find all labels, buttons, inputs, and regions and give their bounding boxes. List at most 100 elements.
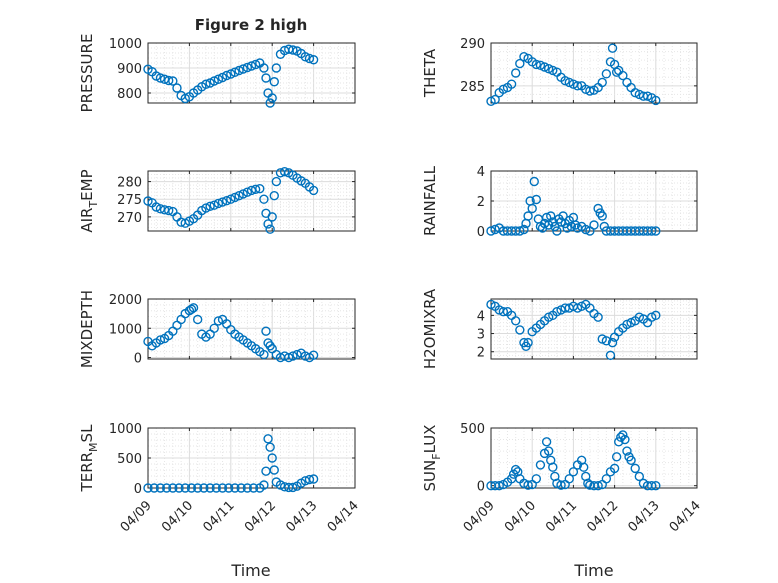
data-point [265, 224, 275, 234]
data-point [564, 77, 574, 88]
data-point [579, 462, 589, 472]
data-point [599, 221, 609, 232]
y-axis-label: MIXDEPTH [78, 290, 96, 368]
data-point [238, 189, 248, 199]
data-point [642, 91, 653, 101]
data-point [172, 83, 182, 93]
data-point [585, 86, 595, 96]
data-point [523, 480, 533, 490]
data-point [271, 176, 282, 187]
y-tick-label: 900 [117, 62, 142, 77]
data-point [242, 62, 253, 73]
data-point [221, 195, 232, 206]
data-point [583, 478, 593, 489]
data-point [308, 350, 319, 360]
data-point [552, 226, 562, 236]
data-point [581, 224, 591, 235]
x-axis-label-right: Time [573, 561, 613, 580]
y-tick-label: 290 [460, 37, 485, 52]
y-tick-label: 2000 [109, 293, 142, 308]
data-point [607, 43, 618, 53]
data-point [609, 463, 620, 474]
y-axis-label: H2OMIXRA [421, 288, 439, 369]
data-point [626, 455, 636, 466]
data-point [543, 64, 554, 74]
data-point [143, 483, 153, 493]
data-point [205, 483, 215, 493]
data-point [288, 482, 298, 493]
data-point [226, 69, 236, 79]
data-point [568, 467, 579, 477]
data-point [593, 312, 603, 322]
y-tick-label: 800 [117, 87, 142, 102]
data-point [221, 70, 232, 81]
y-tick-label: 275 [117, 193, 142, 208]
y-axis-label: RAINFALL [421, 165, 439, 236]
data-point [192, 483, 203, 493]
y-tick-label: 0 [134, 352, 142, 367]
data-point [269, 191, 279, 201]
data-point [564, 474, 574, 484]
axes-box [490, 298, 698, 360]
data-point [192, 314, 203, 325]
data-point [515, 226, 525, 236]
data-point [269, 465, 279, 475]
data-point [646, 480, 657, 491]
data-point [155, 73, 166, 83]
data-point [511, 68, 521, 78]
data-point [597, 77, 607, 88]
data-point [224, 483, 234, 493]
data-point [271, 63, 282, 73]
data-point [250, 184, 261, 195]
data-point [263, 219, 273, 229]
data-point [308, 474, 319, 484]
data-point [630, 463, 640, 474]
data-point [155, 335, 166, 345]
y-tick-label: 1000 [109, 422, 142, 437]
data-point [601, 336, 612, 346]
y-tick-label: 270 [117, 211, 142, 226]
data-point [143, 196, 153, 206]
data-point [230, 192, 240, 203]
y-tick-label: 285 [460, 80, 485, 95]
data-point [269, 77, 279, 87]
data-point [288, 45, 298, 55]
data-point [511, 316, 521, 326]
data-point [541, 437, 552, 447]
data-point [250, 59, 261, 70]
chart-panel-4: 0 2 4 RAINFALL [421, 165, 698, 240]
y-tick-label: 2 [477, 195, 485, 210]
data-point [217, 483, 228, 493]
y-tick-label: 1000 [109, 37, 142, 52]
data-point [267, 453, 277, 463]
figure-title: Figure 2 high [195, 16, 308, 34]
data-point [630, 88, 640, 98]
data-point [622, 446, 632, 456]
data-point [180, 483, 190, 493]
data-point [288, 351, 298, 361]
data-point [186, 304, 197, 314]
data-point [304, 53, 315, 64]
data-point [226, 194, 236, 204]
data-point [201, 79, 211, 89]
data-point [209, 76, 219, 86]
data-point [209, 323, 219, 333]
y-tick-label: 500 [460, 422, 485, 437]
data-point [163, 75, 174, 86]
y-tick-label: 0 [134, 482, 142, 497]
chart-panel-3: 270 275 280 AIRTEMP [78, 167, 356, 234]
data-point [230, 483, 240, 493]
data-point [607, 337, 618, 348]
data-point [531, 194, 542, 205]
y-tick-label: 3 [477, 328, 485, 343]
data-point [546, 211, 556, 221]
y-axis-label: PRESSURE [78, 34, 96, 113]
y-tick-label: 500 [117, 452, 142, 467]
y-axis-label: AIRTEMP [78, 169, 100, 232]
data-point [234, 191, 244, 201]
data-point [614, 437, 624, 447]
data-point [168, 483, 178, 493]
data-point [259, 480, 269, 490]
data-point [261, 326, 271, 336]
